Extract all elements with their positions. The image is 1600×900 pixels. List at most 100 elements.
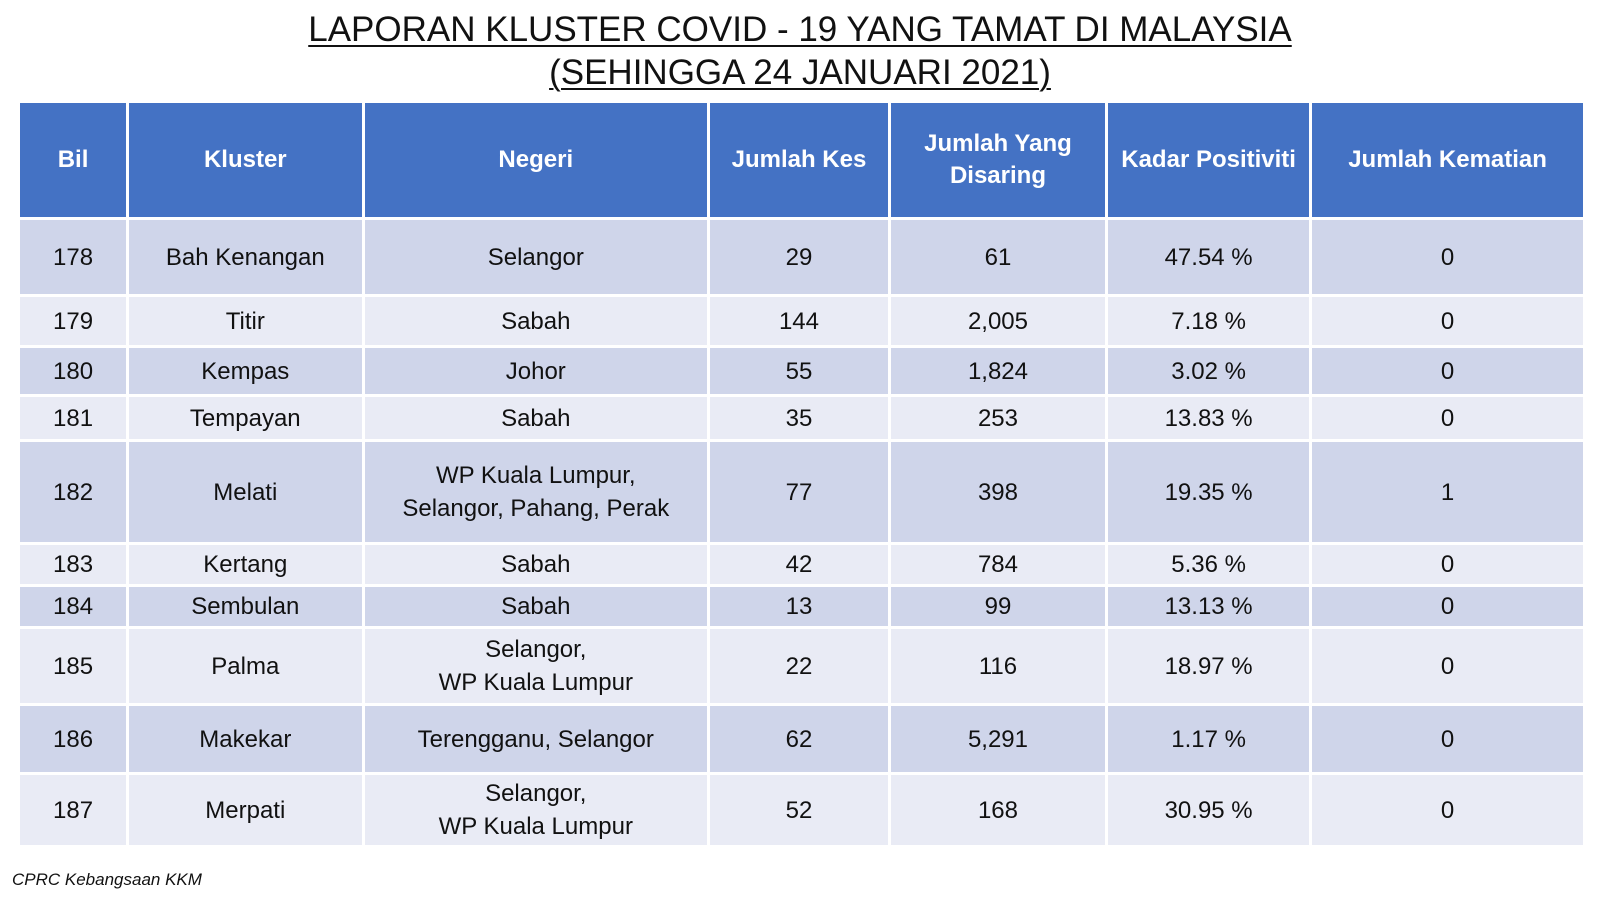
table-row: 182 Melati WP Kuala Lumpur, Selangor, Pahan… bbox=[20, 442, 1583, 542]
negeri-line: Terengganu, Selangor bbox=[417, 725, 654, 753]
table-row: 180 Kempas Johor 55 1,824 3.02 % 0 bbox=[20, 348, 1583, 394]
cell-kadar-positiviti: 19.35 % bbox=[1108, 442, 1310, 542]
negeri-line: WP Kuala Lumpur bbox=[438, 813, 633, 840]
cell-negeri: Selangor, WP Kuala Lumpur bbox=[364, 629, 708, 703]
table-row: 184 Sembulan Sabah 13 99 13.13 % 0 bbox=[20, 587, 1583, 626]
cell-jumlah-disaring: 398 bbox=[890, 442, 1106, 542]
header-kadar-positiviti: Kadar Positiviti bbox=[1108, 103, 1310, 217]
cell-jumlah-disaring: 253 bbox=[890, 397, 1106, 439]
cell-kluster: Kempas bbox=[129, 348, 362, 394]
negeri-line: Sabah bbox=[501, 593, 571, 620]
negeri-line: Sabah bbox=[501, 404, 571, 432]
cell-kadar-positiviti: 7.18 % bbox=[1108, 297, 1310, 345]
cell-kluster: Titir bbox=[129, 297, 362, 345]
cell-bil: 183 bbox=[20, 545, 127, 584]
cell-bil: 187 bbox=[20, 775, 127, 845]
cell-kadar-positiviti: 5.36 % bbox=[1108, 545, 1310, 584]
cell-kluster: Kertang bbox=[129, 545, 362, 584]
cell-kluster: Tempayan bbox=[129, 397, 362, 439]
cell-jumlah-kes: 29 bbox=[710, 220, 888, 294]
cell-jumlah-kematian: 0 bbox=[1312, 297, 1583, 345]
cell-negeri: Selangor bbox=[364, 220, 708, 294]
negeri-line: WP Kuala Lumpur, bbox=[435, 462, 636, 489]
cell-kluster: Merpati bbox=[129, 775, 362, 845]
table-header-row: Bil Kluster Negeri Jumlah Kes Jumlah Yan… bbox=[20, 103, 1583, 217]
cell-bil: 185 bbox=[20, 629, 127, 703]
cell-bil: 186 bbox=[20, 706, 127, 772]
cell-negeri: WP Kuala Lumpur, Selangor, Pahang, Perak bbox=[364, 442, 708, 542]
cell-jumlah-kematian: 0 bbox=[1312, 775, 1583, 845]
cell-bil: 184 bbox=[20, 587, 127, 626]
cell-jumlah-kematian: 0 bbox=[1312, 629, 1583, 703]
cell-jumlah-disaring: 784 bbox=[890, 545, 1106, 584]
cell-kadar-positiviti: 18.97 % bbox=[1108, 629, 1310, 703]
cell-bil: 180 bbox=[20, 348, 127, 394]
negeri-line: Selangor, bbox=[485, 636, 587, 663]
cluster-table: Bil Kluster Negeri Jumlah Kes Jumlah Yan… bbox=[17, 100, 1586, 848]
cell-kluster: Palma bbox=[129, 629, 362, 703]
cell-negeri: Terengganu, Selangor bbox=[364, 706, 708, 772]
cell-jumlah-kematian: 0 bbox=[1312, 397, 1583, 439]
cell-jumlah-kematian: 0 bbox=[1312, 706, 1583, 772]
cell-jumlah-kematian: 0 bbox=[1312, 220, 1583, 294]
table-row: 186 Makekar Terengganu, Selangor 62 5,291 1.1… bbox=[20, 706, 1583, 772]
table-row: 183 Kertang Sabah 42 784 5.36 % 0 bbox=[20, 545, 1583, 584]
header-kluster: Kluster bbox=[129, 103, 362, 217]
negeri-line: Selangor bbox=[487, 243, 584, 271]
cell-jumlah-kematian: 0 bbox=[1312, 545, 1583, 584]
cell-bil: 179 bbox=[20, 297, 127, 345]
cell-bil: 182 bbox=[20, 442, 127, 542]
cell-jumlah-kes: 42 bbox=[710, 545, 888, 584]
table-row: 187 Merpati Selangor, WP Kuala Lumpur 52 168 3… bbox=[20, 775, 1583, 845]
cell-jumlah-disaring: 1,824 bbox=[890, 348, 1106, 394]
cell-jumlah-disaring: 5,291 bbox=[890, 706, 1106, 772]
table-row: 185 Palma Selangor, WP Kuala Lumpur 22 116 18.… bbox=[20, 629, 1583, 703]
cell-jumlah-kes: 13 bbox=[710, 587, 888, 626]
cell-jumlah-kes: 77 bbox=[710, 442, 888, 542]
cell-jumlah-kes: 35 bbox=[710, 397, 888, 439]
cell-jumlah-kes: 62 bbox=[710, 706, 888, 772]
cell-kadar-positiviti: 30.95 % bbox=[1108, 775, 1310, 845]
negeri-line: Sabah bbox=[501, 307, 571, 335]
negeri-line: Selangor, bbox=[485, 780, 587, 807]
table-row: 181 Tempayan Sabah 35 253 13.83 % 0 bbox=[20, 397, 1583, 439]
table-row: 179 Titir Sabah 144 2,005 7.18 % 0 bbox=[20, 297, 1583, 345]
cell-kluster: Bah Kenangan bbox=[129, 220, 362, 294]
cell-kadar-positiviti: 13.13 % bbox=[1108, 587, 1310, 626]
cell-negeri: Sabah bbox=[364, 545, 708, 584]
header-negeri: Negeri bbox=[364, 103, 708, 217]
cell-jumlah-kes: 144 bbox=[710, 297, 888, 345]
header-jumlah-kes: Jumlah Kes bbox=[710, 103, 888, 217]
negeri-line: WP Kuala Lumpur bbox=[438, 669, 633, 696]
cell-jumlah-disaring: 116 bbox=[890, 629, 1106, 703]
table-row: 178 Bah Kenangan Selangor 29 61 47.54 % 0 bbox=[20, 220, 1583, 294]
cell-bil: 178 bbox=[20, 220, 127, 294]
cell-jumlah-kes: 52 bbox=[710, 775, 888, 845]
cell-kadar-positiviti: 47.54 % bbox=[1108, 220, 1310, 294]
cell-negeri: Sabah bbox=[364, 397, 708, 439]
title-line-1: LAPORAN KLUSTER COVID - 19 YANG TAMAT DI… bbox=[308, 10, 1292, 49]
cell-jumlah-kematian: 0 bbox=[1312, 348, 1583, 394]
source-note: CPRC Kebangsaan KKM bbox=[12, 870, 202, 889]
negeri-line: Johor bbox=[505, 357, 566, 385]
cell-jumlah-disaring: 168 bbox=[890, 775, 1106, 845]
cell-jumlah-disaring: 99 bbox=[890, 587, 1106, 626]
cell-kadar-positiviti: 1.17 % bbox=[1108, 706, 1310, 772]
header-bil: Bil bbox=[20, 103, 127, 217]
cell-jumlah-kes: 22 bbox=[710, 629, 888, 703]
cell-jumlah-kematian: 1 bbox=[1312, 442, 1583, 542]
header-jumlah-kematian: Jumlah Kematian bbox=[1312, 103, 1583, 217]
cell-kadar-positiviti: 3.02 % bbox=[1108, 348, 1310, 394]
negeri-line: Sabah bbox=[501, 551, 571, 578]
negeri-line: Selangor, Pahang, Perak bbox=[402, 495, 670, 522]
cell-kluster: Sembulan bbox=[129, 587, 362, 626]
cell-kadar-positiviti: 13.83 % bbox=[1108, 397, 1310, 439]
header-jumlah-disaring: Jumlah Yang Disaring bbox=[890, 103, 1106, 217]
cell-negeri: Sabah bbox=[364, 297, 708, 345]
table-body: 178 Bah Kenangan Selangor 29 61 47.54 % 0 179 Ti… bbox=[20, 220, 1583, 845]
cell-kluster: Makekar bbox=[129, 706, 362, 772]
cell-negeri: Johor bbox=[364, 348, 708, 394]
cell-jumlah-kes: 55 bbox=[710, 348, 888, 394]
cell-jumlah-disaring: 61 bbox=[890, 220, 1106, 294]
cell-jumlah-kematian: 0 bbox=[1312, 587, 1583, 626]
